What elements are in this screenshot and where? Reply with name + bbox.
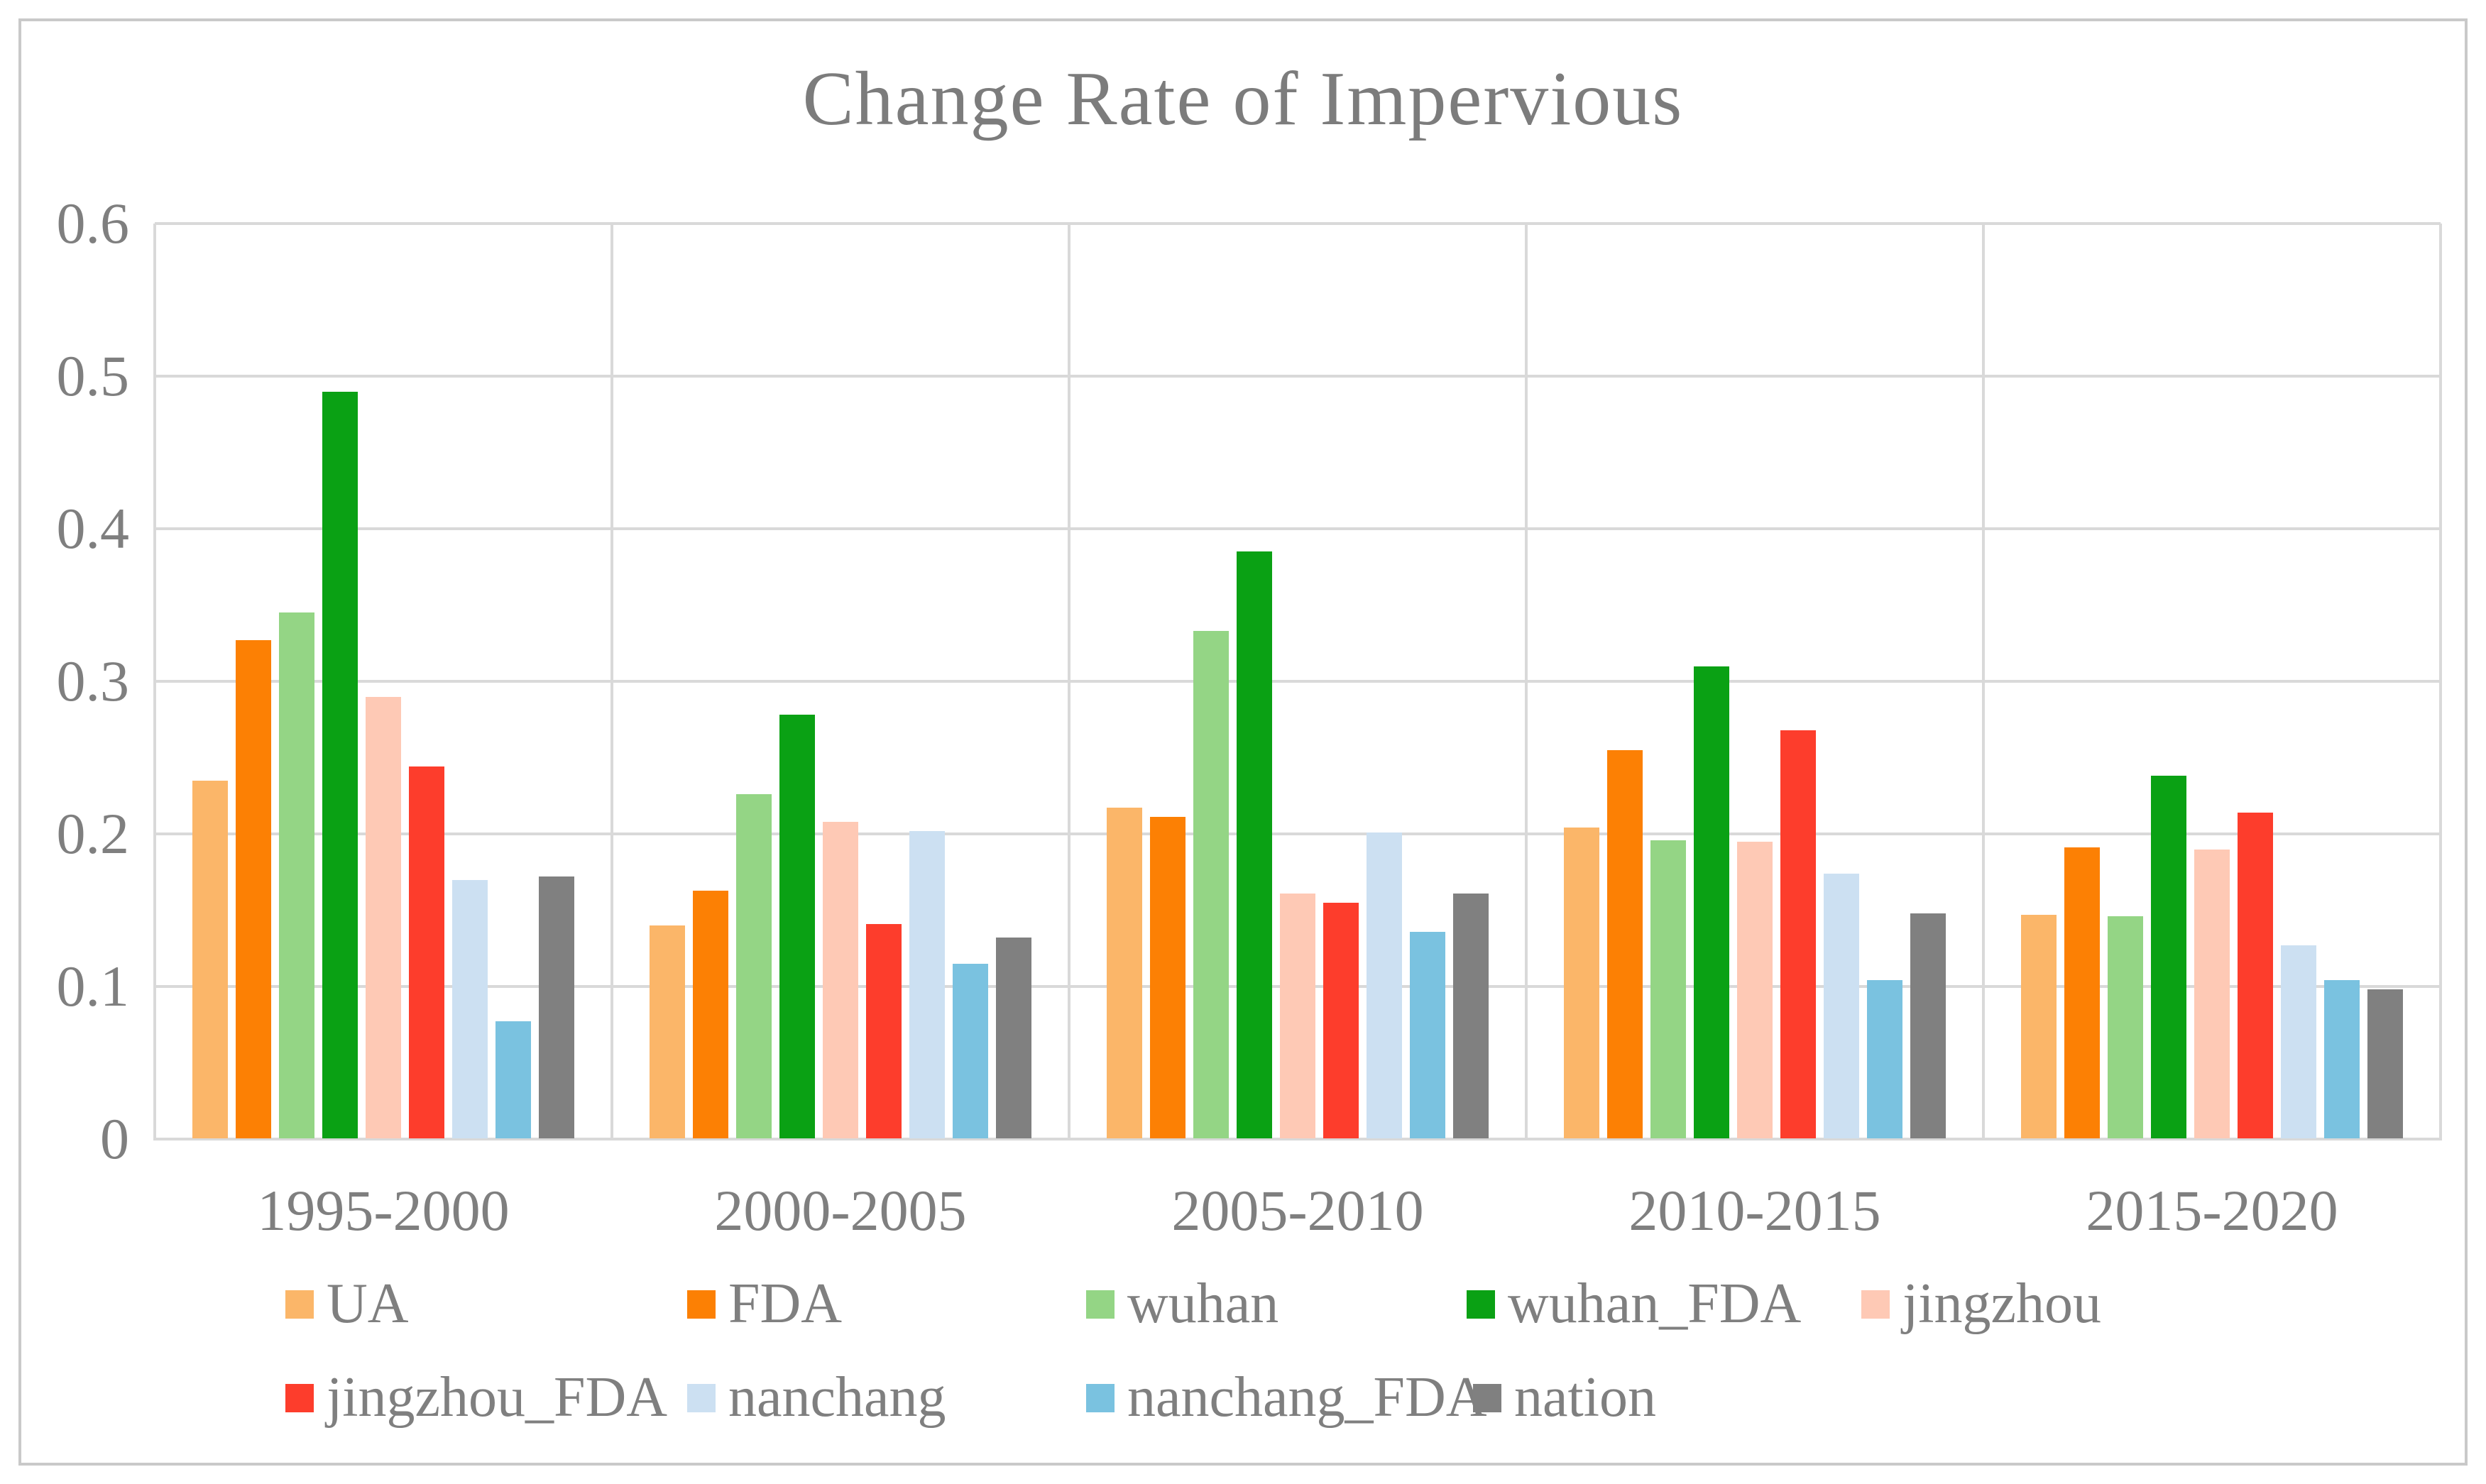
- bar-wuhan-2005-2010: [1193, 631, 1229, 1138]
- bar-wuhan_FDA-1995-2000: [322, 391, 358, 1138]
- bar-FDA-2005-2010: [1150, 817, 1185, 1138]
- bar-wuhan_FDA-2000-2005: [779, 715, 815, 1138]
- x-tick-label-2010-2015: 2010-2015: [1628, 1178, 1881, 1243]
- bar-nanchang_FDA-2005-2010: [1410, 931, 1445, 1138]
- bar-nanchang_FDA-2000-2005: [953, 963, 988, 1138]
- gridline-y-0.2: [155, 832, 2441, 835]
- legend-marker-jingzhou: [1861, 1290, 1890, 1319]
- x-tick-label-2000-2005: 2000-2005: [714, 1178, 967, 1243]
- bar-FDA-2010-2015: [1607, 749, 1643, 1138]
- legend-marker-nation: [1473, 1384, 1501, 1412]
- chart-title: Change Rate of Impervious: [802, 57, 1684, 141]
- bar-jingzhou-2010-2015: [1737, 841, 1773, 1138]
- bar-jingzhou_FDA-1995-2000: [409, 766, 444, 1138]
- bar-jingzhou-1995-2000: [366, 696, 401, 1138]
- y-tick-label-0.4: 0.4: [56, 496, 130, 561]
- bar-wuhan-2015-2020: [2108, 916, 2143, 1138]
- legend-marker-jingzhou_FDA: [285, 1384, 314, 1412]
- bar-jingzhou_FDA-2000-2005: [866, 923, 902, 1138]
- bar-FDA-2000-2005: [693, 890, 728, 1138]
- gridline-y-0.4: [155, 527, 2441, 530]
- gridline-x-5: [2439, 224, 2442, 1141]
- y-tick-label-0.3: 0.3: [56, 649, 130, 713]
- gridline-x-1: [610, 224, 613, 1141]
- gridline-x-4: [1982, 224, 1985, 1141]
- bar-nation-1995-2000: [539, 876, 574, 1138]
- y-tick-label-0.2: 0.2: [56, 801, 130, 866]
- bar-wuhan_FDA-2015-2020: [2151, 776, 2186, 1138]
- legend-label-UA: UA: [327, 1273, 409, 1335]
- legend-label-FDA: FDA: [728, 1273, 843, 1335]
- legend-marker-UA: [285, 1290, 314, 1319]
- bar-nanchang-2015-2020: [2281, 945, 2316, 1138]
- legend-label-nanchang: nanchang: [728, 1366, 946, 1429]
- bar-FDA-2015-2020: [2064, 847, 2100, 1138]
- x-tick-label-1995-2000: 1995-2000: [257, 1178, 510, 1243]
- bar-nanchang_FDA-2010-2015: [1867, 980, 1902, 1138]
- bar-FDA-1995-2000: [236, 639, 271, 1138]
- bar-UA-2010-2015: [1564, 828, 1599, 1138]
- bar-UA-2015-2020: [2021, 914, 2057, 1138]
- bar-wuhan_FDA-2010-2015: [1694, 666, 1729, 1138]
- y-tick-label-0.6: 0.6: [56, 191, 130, 255]
- figure-border: [18, 18, 2468, 1466]
- bar-nanchang_FDA-2015-2020: [2324, 980, 2360, 1138]
- gridline-x-2: [1068, 224, 1070, 1141]
- bar-nanchang-2010-2015: [1824, 873, 1859, 1138]
- legend-marker-wuhan_FDA: [1467, 1290, 1495, 1319]
- bar-UA-1995-2000: [192, 780, 228, 1138]
- gridline-y-0.5: [155, 375, 2441, 378]
- legend-marker-nanchang_FDA: [1086, 1384, 1115, 1412]
- bar-jingzhou-2015-2020: [2194, 849, 2230, 1138]
- gridline-x-3: [1525, 224, 1528, 1141]
- legend-marker-nanchang: [687, 1384, 716, 1412]
- x-tick-label-2015-2020: 2015-2020: [2086, 1178, 2338, 1243]
- bar-UA-2000-2005: [650, 925, 685, 1138]
- bar-wuhan_FDA-2005-2010: [1237, 551, 1272, 1138]
- bar-jingzhou_FDA-2015-2020: [2238, 812, 2273, 1138]
- bar-nation-2000-2005: [996, 938, 1031, 1138]
- bar-nation-2005-2010: [1453, 893, 1489, 1138]
- legend-marker-FDA: [687, 1290, 716, 1319]
- bar-nanchang-1995-2000: [452, 879, 488, 1138]
- gridline-y-0.6: [155, 222, 2441, 225]
- bar-jingzhou-2000-2005: [823, 821, 858, 1138]
- y-tick-label-0.1: 0.1: [56, 954, 130, 1018]
- legend-label-jingzhou_FDA: jingzhou_FDA: [327, 1366, 667, 1429]
- bar-jingzhou_FDA-2010-2015: [1780, 730, 1816, 1138]
- y-tick-label-0: 0: [100, 1106, 129, 1171]
- bar-nanchang-2000-2005: [909, 830, 945, 1138]
- gridline-y-0: [155, 1138, 2441, 1141]
- legend-marker-wuhan: [1086, 1290, 1115, 1319]
- legend-label-nation: nation: [1514, 1366, 1656, 1429]
- bar-nation-2010-2015: [1910, 913, 1946, 1138]
- x-tick-label-2005-2010: 2005-2010: [1171, 1178, 1424, 1243]
- legend-label-wuhan_FDA: wuhan_FDA: [1508, 1273, 1802, 1335]
- bar-nanchang_FDA-1995-2000: [495, 1021, 531, 1138]
- legend-label-wuhan: wuhan: [1127, 1273, 1279, 1335]
- y-tick-label-0.5: 0.5: [56, 343, 130, 408]
- bar-nation-2015-2020: [2367, 989, 2403, 1138]
- gridline-y-0.3: [155, 680, 2441, 683]
- legend-label-nanchang_FDA: nanchang_FDA: [1127, 1366, 1487, 1429]
- bar-UA-2005-2010: [1107, 808, 1142, 1138]
- bar-nanchang-2005-2010: [1367, 832, 1402, 1138]
- bar-wuhan-2010-2015: [1650, 840, 1686, 1138]
- bar-wuhan-2000-2005: [736, 794, 772, 1138]
- legend-label-jingzhou: jingzhou: [1902, 1273, 2101, 1335]
- bar-jingzhou-2005-2010: [1280, 893, 1315, 1138]
- bar-wuhan-1995-2000: [279, 612, 314, 1138]
- gridline-x-0: [153, 224, 156, 1141]
- bar-jingzhou_FDA-2005-2010: [1323, 902, 1359, 1138]
